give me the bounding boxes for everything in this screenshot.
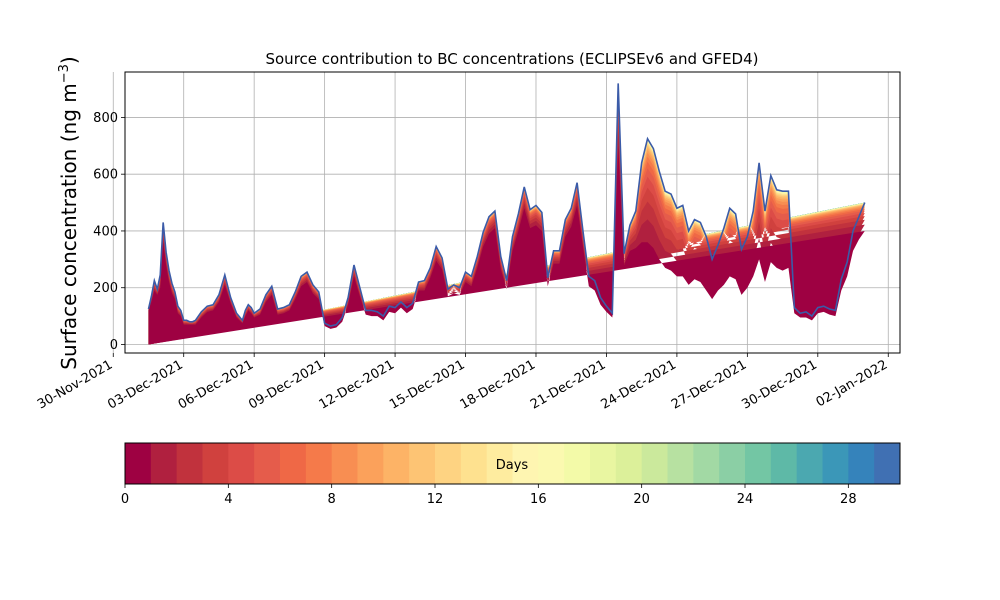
axes-frame [124,71,901,354]
colorbar-bin [590,443,617,484]
colorbar-bin [357,443,384,484]
colorbar-bin [719,443,746,484]
colorbar-tick-label: 0 [121,492,129,507]
colorbar-frame [124,442,901,485]
colorbar-bins [125,443,901,484]
colorbar-bin [641,443,668,484]
y-axis-label-exponent: −3 [57,64,72,83]
y-axis-label: Surface concentration (ng m−3) [57,56,81,369]
colorbar-bin [228,443,255,484]
colorbar-bin [745,443,772,484]
colorbar-bin [538,443,565,484]
colorbar-tick-label: 20 [633,492,650,507]
total-concentration-line [147,83,866,327]
y-tick-label: 400 [93,224,118,239]
colorbar-bin [693,443,720,484]
series-outline [147,83,866,327]
colorbar-bin [822,443,849,484]
colorbar-tick-label: 16 [530,492,547,507]
colorbar-bin [409,443,436,484]
colorbar-tick-label: 8 [328,492,336,507]
colorbar-bin [486,443,513,484]
colorbar-bin [615,443,643,484]
colorbar-bin [280,443,307,484]
colorbar-bin [202,443,229,484]
colorbar-bin [512,443,539,484]
colorbar-bin [796,443,823,484]
colorbar-bin [435,443,462,484]
colorbar-bin [125,443,152,484]
colorbar-bin [770,443,798,484]
stacked-area-series [148,83,865,345]
y-tick-label: 200 [93,281,118,296]
colorbar-tick-label: 12 [427,492,444,507]
colorbar-bin [460,443,488,484]
colorbar-bin [874,443,901,484]
y-axis-label-main: Surface concentration (ng m [57,83,81,369]
colorbar: Days 0 4 8 12 16 20 24 28 [121,442,901,507]
colorbar-bin [176,443,203,484]
stack-layer-day-0 [148,145,865,345]
colorbar-bin [305,443,333,484]
colorbar-ticks: 0 4 8 12 16 20 24 28 [121,484,857,507]
colorbar-bin [848,443,875,484]
colorbar-bin [331,443,358,484]
chart-title: Source contribution to BC concentrations… [265,50,758,68]
colorbar-bin [254,443,281,484]
colorbar-bin [383,443,410,484]
colorbar-tick-label: 28 [840,492,857,507]
y-tick-label: 800 [93,111,118,126]
y-axis-label-close: ) [57,56,81,64]
colorbar-bin [150,443,178,484]
colorbar-tick-label: 4 [224,492,232,507]
colorbar-bin [667,443,694,484]
colorbar-bin [564,443,591,484]
y-tick-label: 0 [110,338,118,353]
colorbar-tick-label: 24 [737,492,754,507]
colorbar-label: Days [496,458,529,473]
y-tick-label: 600 [93,168,118,183]
y-axis: 0 200 400 600 800 [93,111,125,353]
